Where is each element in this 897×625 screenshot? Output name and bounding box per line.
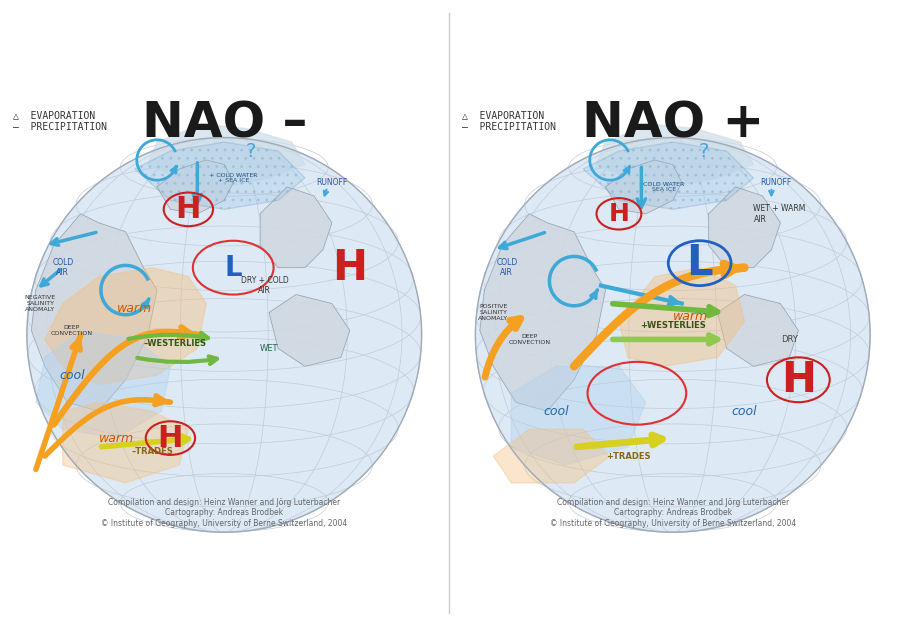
Text: +WESTERLIES: +WESTERLIES bbox=[640, 321, 706, 331]
Text: WET: WET bbox=[260, 344, 278, 353]
Text: COLD
AIR: COLD AIR bbox=[496, 258, 518, 278]
Text: Compilation and design: Heinz Wanner and Jörg Luterbacher
Cartography: Andreas B: Compilation and design: Heinz Wanner and… bbox=[550, 498, 796, 528]
Text: warm: warm bbox=[99, 432, 135, 444]
Text: H: H bbox=[780, 359, 816, 401]
Text: L: L bbox=[686, 242, 713, 284]
Text: NAO +: NAO + bbox=[581, 99, 764, 148]
Text: warm: warm bbox=[117, 301, 152, 314]
Text: warm: warm bbox=[673, 311, 709, 324]
Polygon shape bbox=[31, 214, 157, 411]
Polygon shape bbox=[493, 429, 610, 483]
Text: cool: cool bbox=[59, 369, 84, 382]
Text: RUNOFF: RUNOFF bbox=[761, 178, 791, 187]
Text: DRY: DRY bbox=[781, 335, 797, 344]
Polygon shape bbox=[135, 142, 305, 209]
Text: H: H bbox=[176, 195, 201, 224]
Text: H: H bbox=[608, 202, 630, 226]
Text: H: H bbox=[158, 424, 183, 452]
Polygon shape bbox=[480, 214, 605, 411]
Polygon shape bbox=[260, 187, 332, 268]
Text: + COLD WATER
+ SEA ICE: + COLD WATER + SEA ICE bbox=[209, 173, 257, 183]
Text: RUNOFF: RUNOFF bbox=[317, 178, 347, 187]
Text: ?: ? bbox=[699, 141, 710, 161]
Text: NEGATIVE
SALINITY
ANOMALY: NEGATIVE SALINITY ANOMALY bbox=[25, 295, 56, 312]
Text: COLD
AIR: COLD AIR bbox=[52, 258, 74, 278]
Polygon shape bbox=[157, 160, 233, 214]
Polygon shape bbox=[36, 331, 170, 438]
Text: NAO –: NAO – bbox=[142, 99, 307, 148]
Text: L: L bbox=[224, 254, 242, 282]
Text: △  EVAPORATION
—  PRECIPITATION: △ EVAPORATION — PRECIPITATION bbox=[462, 111, 556, 132]
Circle shape bbox=[27, 138, 422, 532]
Text: cool: cool bbox=[732, 404, 757, 418]
Polygon shape bbox=[718, 294, 798, 366]
Text: H: H bbox=[332, 247, 368, 289]
Text: WET + WARM
AIR: WET + WARM AIR bbox=[753, 204, 806, 224]
Text: DEEP
CONVECTION: DEEP CONVECTION bbox=[51, 325, 92, 336]
Text: DEEP
CONVECTION: DEEP CONVECTION bbox=[509, 334, 550, 345]
Text: △  EVAPORATION
—  PRECIPITATION: △ EVAPORATION — PRECIPITATION bbox=[13, 111, 108, 132]
Polygon shape bbox=[605, 160, 682, 214]
Text: –TRADES: –TRADES bbox=[132, 447, 173, 456]
Polygon shape bbox=[619, 268, 745, 366]
Polygon shape bbox=[511, 366, 646, 465]
Polygon shape bbox=[45, 268, 206, 384]
Text: ?: ? bbox=[246, 141, 257, 161]
Text: DRY + COLD
AIR: DRY + COLD AIR bbox=[240, 276, 289, 295]
Polygon shape bbox=[269, 294, 350, 366]
Polygon shape bbox=[63, 402, 188, 483]
Polygon shape bbox=[709, 187, 780, 268]
Polygon shape bbox=[148, 124, 305, 187]
Text: Compilation and design: Heinz Wanner and Jörg Luterbacher
Cartography: Andreas B: Compilation and design: Heinz Wanner and… bbox=[101, 498, 347, 528]
Text: COLD WATER
SEA ICE: COLD WATER SEA ICE bbox=[643, 181, 684, 192]
Polygon shape bbox=[597, 124, 753, 187]
Text: –WESTERLIES: –WESTERLIES bbox=[144, 339, 206, 348]
Text: +TRADES: +TRADES bbox=[605, 451, 650, 461]
Polygon shape bbox=[583, 142, 753, 209]
Text: cool: cool bbox=[544, 404, 569, 418]
Text: POSITIVE
SALINITY
ANOMALY: POSITIVE SALINITY ANOMALY bbox=[478, 304, 509, 321]
Circle shape bbox=[475, 138, 870, 532]
